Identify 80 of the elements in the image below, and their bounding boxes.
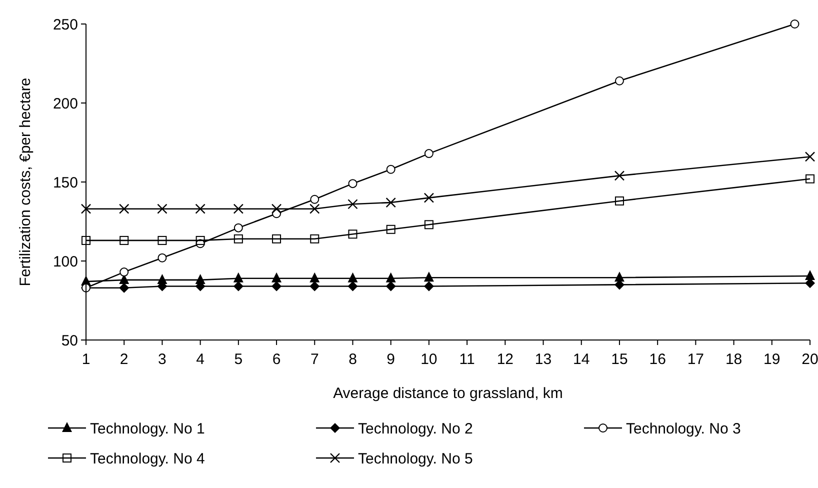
x-axis-title: Average distance to grassland, km [333, 385, 563, 402]
x-tick-label: 5 [234, 351, 243, 368]
point [119, 282, 130, 293]
y-tick-label: 50 [61, 332, 78, 350]
legend-label: Technology. No 4 [90, 450, 205, 468]
point [234, 223, 243, 232]
x-tick-label: 20 [802, 351, 818, 368]
point [272, 281, 282, 292]
point [386, 281, 396, 292]
legend-label: Technology. No 3 [626, 420, 741, 438]
point [233, 272, 244, 282]
point [272, 272, 282, 282]
point [424, 272, 434, 282]
point [424, 192, 434, 203]
legend-label: Technology. No 2 [358, 420, 473, 438]
y-tick-label: 150 [52, 174, 78, 192]
point [348, 179, 358, 188]
point [614, 170, 625, 181]
y-axis-title: Fertilization costs, €per hectare [17, 78, 34, 286]
point [348, 272, 358, 282]
legend-label: Technology. No 5 [358, 450, 473, 468]
point [119, 204, 130, 214]
point [614, 272, 624, 282]
point [120, 268, 129, 277]
point [310, 204, 320, 214]
x-tick-label: 8 [348, 351, 357, 368]
x-tick-label: 19 [764, 351, 780, 368]
x-tick-label: 3 [158, 351, 166, 368]
x-tick-label: 18 [725, 351, 742, 368]
x-tick-label: 11 [459, 351, 475, 368]
point [804, 152, 816, 162]
point [234, 234, 243, 244]
point [310, 234, 320, 244]
y-tick-label: 250 [52, 16, 78, 34]
y-tick-label: 100 [52, 253, 78, 270]
point [614, 76, 624, 86]
point [272, 234, 282, 244]
point [271, 204, 282, 214]
point [614, 196, 624, 206]
x-tick-label: 14 [573, 351, 590, 368]
point [348, 230, 358, 239]
point [157, 204, 168, 214]
point [196, 236, 205, 245]
x-tick-label: 16 [649, 351, 666, 368]
point [424, 281, 434, 292]
point [82, 236, 90, 245]
x-tick-label: 12 [496, 351, 514, 368]
x-tick-label: 7 [310, 351, 319, 368]
point [386, 164, 396, 174]
point [806, 174, 814, 184]
point [310, 272, 320, 282]
x-tick-label: 13 [534, 351, 552, 368]
point [348, 199, 358, 210]
x-tick-label: 4 [196, 351, 204, 368]
point [805, 270, 815, 280]
point [80, 204, 92, 214]
point [424, 149, 434, 158]
point [424, 220, 434, 230]
y-tick-label: 200 [52, 95, 78, 112]
point [310, 281, 320, 292]
point [158, 253, 167, 262]
point [195, 204, 206, 214]
point [233, 204, 244, 214]
point [386, 224, 396, 234]
x-tick-label: 15 [611, 351, 628, 368]
point [120, 236, 129, 245]
point [310, 194, 320, 204]
x-tick-label: 10 [420, 351, 438, 368]
point [233, 281, 244, 292]
point [158, 236, 167, 245]
x-tick-label: 9 [386, 351, 396, 368]
point [386, 197, 396, 208]
x-tick-label: 17 [687, 351, 704, 368]
x-tick-label: 2 [120, 351, 128, 368]
point [790, 20, 800, 28]
point [348, 281, 358, 292]
x-tick-label: 6 [272, 351, 281, 368]
legend-label: Technology. No 1 [90, 420, 205, 438]
x-tick-label: 1 [82, 351, 90, 368]
point [386, 272, 396, 282]
